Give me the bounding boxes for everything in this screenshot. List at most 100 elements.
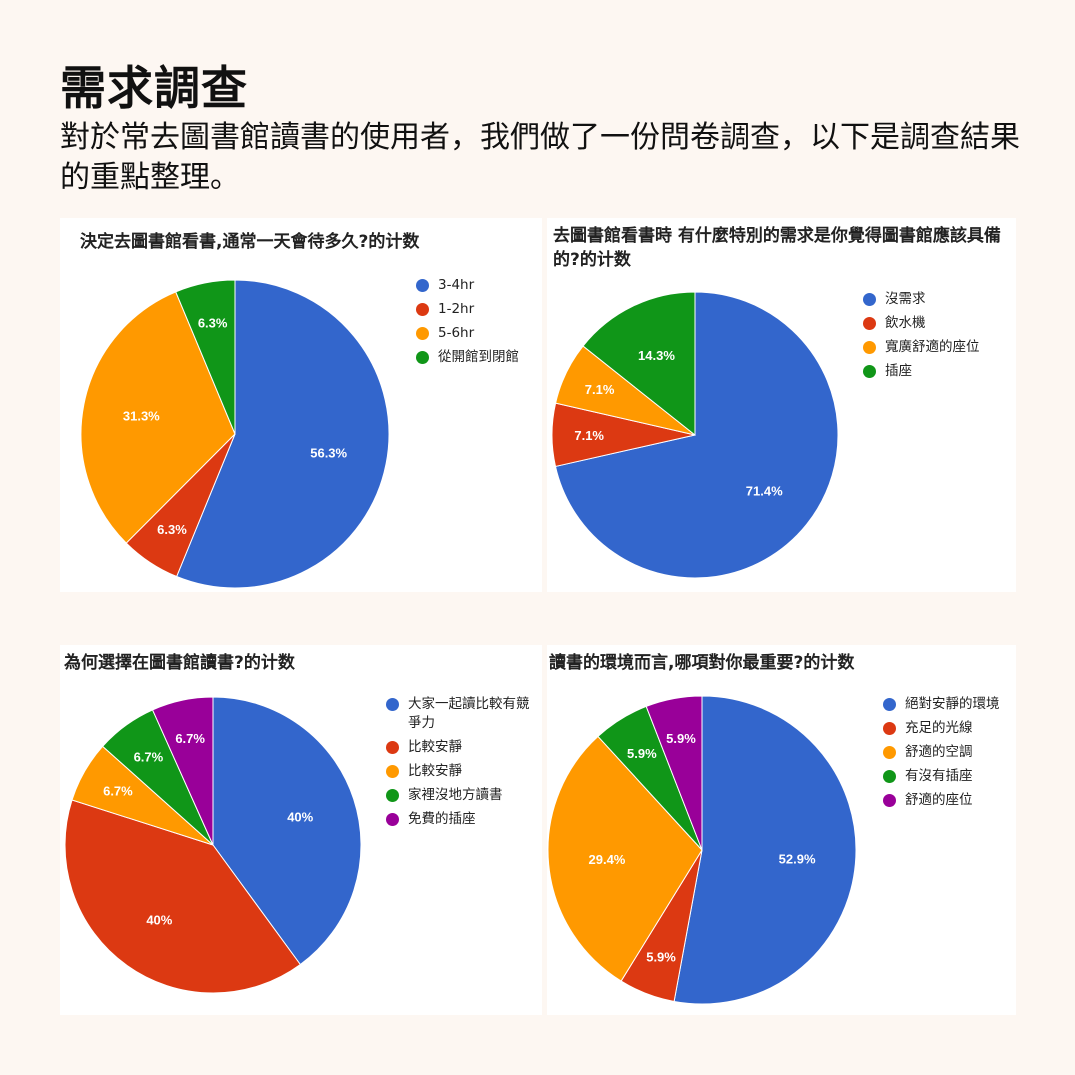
slice-label: 31.3% (123, 409, 160, 424)
chart-title: 為何選擇在圖書館讀書?的计数 (64, 653, 295, 673)
legend-item: 飲水機 (863, 314, 980, 333)
legend-swatch (416, 279, 429, 292)
legend-label: 沒需求 (885, 291, 926, 307)
legend-item: 舒適的空調 (883, 743, 1000, 762)
legend-swatch (883, 794, 896, 807)
chart-panel-library-needs: 去圖書館看書時 有什麼特別的需求是你覺得圖書館應該具備的?的计数 71.4% 7.… (547, 218, 1016, 592)
pie-slice (645, 695, 703, 851)
chart-title: 去圖書館看書時 有什麼特別的需求是你覺得圖書館應該具備的?的计数 (553, 226, 1001, 270)
pie-chart-study-environment: 52.9% 5.9% 29.4% 5.9% 5.9% (547, 695, 857, 1005)
legend-swatch (386, 765, 399, 778)
legend-item: 比較安靜 (386, 762, 536, 781)
pie-slice (547, 735, 703, 982)
slice-label: 14.3% (638, 348, 675, 363)
legend-swatch (416, 327, 429, 340)
legend-label: 絕對安靜的環境 (905, 696, 1000, 712)
legend-item: 沒需求 (863, 290, 980, 309)
slice-label: 5.9% (627, 746, 657, 761)
pie-chart-why-library: 40% 40% 6.7% 6.7% 6.7% (64, 696, 362, 994)
slice-label: 52.9% (779, 852, 816, 867)
pie-slice (80, 291, 236, 544)
legend-label: 免費的插座 (408, 811, 476, 827)
legend-label: 大家一起讀比較有競爭力 (408, 696, 530, 731)
pie-slice (151, 696, 214, 846)
legend-label: 比較安靜 (408, 763, 462, 779)
legend-label: 飲水機 (885, 315, 926, 331)
legend-swatch (386, 813, 399, 826)
chart-panel-why-library: 為何選擇在圖書館讀書?的计数 40% 40% 6.7% 6.7% 6.7% 大家一起讀比… (60, 645, 542, 1015)
slice-label: 6.3% (157, 522, 187, 537)
legend-label: 從開館到閉館 (438, 349, 519, 365)
pie-slice (212, 696, 362, 966)
slice-label: 7.1% (574, 428, 604, 443)
pie-slice (554, 291, 839, 579)
legend-swatch (386, 789, 399, 802)
slice-label: 6.7% (175, 731, 205, 746)
legend-label: 舒適的座位 (905, 792, 973, 808)
legend-swatch (386, 698, 399, 711)
chart-panel-study-environment: 讀書的環境而言,哪項對你最重要?的计数 52.9% 5.9% 29.4% 5.9% 5.… (547, 645, 1016, 1015)
legend-label: 插座 (885, 363, 912, 379)
legend-label: 寬廣舒適的座位 (885, 339, 980, 355)
chart-panel-stay-duration: 決定去圖書館看書,通常一天會待多久?的计数 56.3% 6.3% 31.3% 6.3%… (60, 218, 542, 592)
legend-label: 充足的光線 (905, 720, 973, 736)
legend-label: 有沒有插座 (905, 768, 973, 784)
legend-swatch (883, 746, 896, 759)
legend-item: 家裡沒地方讀書 (386, 786, 536, 805)
legend-item: 大家一起讀比較有競爭力 (386, 695, 536, 733)
legend-item: 有沒有插座 (883, 767, 1000, 786)
legend-swatch (863, 341, 876, 354)
legend-item: 3-4hr (416, 276, 519, 295)
pie-chart-library-needs: 71.4% 7.1% 7.1% 14.3% (551, 291, 839, 579)
legend-item: 比較安靜 (386, 738, 536, 757)
page-title: 需求調查 (60, 61, 248, 115)
pie-slice (175, 279, 236, 435)
legend-item: 舒適的座位 (883, 791, 1000, 810)
legend-swatch (863, 293, 876, 306)
legend-swatch (863, 317, 876, 330)
slice-label: 6.7% (103, 784, 133, 799)
slice-label: 6.7% (134, 750, 164, 765)
legend-item: 5-6hr (416, 324, 519, 343)
legend-label: 5-6hr (438, 325, 475, 341)
page-intro: 對於常去圖書館讀書的使用者，我們做了一份問卷調查，以下是調查結果的重點整理。 (60, 120, 1020, 195)
legend-swatch (416, 303, 429, 316)
legend-swatch (883, 722, 896, 735)
slice-label: 5.9% (666, 731, 696, 746)
legend-label: 3-4hr (438, 277, 475, 293)
legend-swatch (386, 741, 399, 754)
slice-label: 6.3% (198, 315, 228, 330)
pie-slice (175, 279, 390, 589)
legend-swatch (883, 770, 896, 783)
legend-item: 從開館到閉館 (416, 348, 519, 367)
pie-slice (673, 695, 857, 1005)
slice-label: 29.4% (589, 852, 626, 867)
legend-item: 絕對安靜的環境 (883, 695, 1000, 714)
legend-item: 寬廣舒適的座位 (863, 338, 980, 357)
legend: 沒需求 飲水機 寬廣舒適的座位 插座 (863, 290, 980, 386)
slice-label: 71.4% (746, 483, 783, 498)
legend-swatch (416, 351, 429, 364)
legend-item: 插座 (863, 362, 980, 381)
legend-swatch (883, 698, 896, 711)
legend-item: 免費的插座 (386, 810, 536, 829)
slice-label: 40% (287, 810, 313, 825)
legend-item: 充足的光線 (883, 719, 1000, 738)
legend: 絕對安靜的環境 充足的光線 舒適的空調 有沒有插座 舒適的座位 (883, 695, 1000, 815)
legend: 大家一起讀比較有競爭力 比較安靜 比較安靜 家裡沒地方讀書 免費的插座 (386, 695, 536, 834)
slice-label: 7.1% (585, 382, 615, 397)
legend-label: 比較安靜 (408, 739, 462, 755)
legend-swatch (863, 365, 876, 378)
slice-label: 40% (146, 912, 172, 927)
legend-label: 舒適的空調 (905, 744, 973, 760)
legend: 3-4hr 1-2hr 5-6hr 從開館到閉館 (416, 276, 519, 372)
pie-chart-stay-duration: 56.3% 6.3% 31.3% 6.3% (80, 279, 390, 589)
pie-slice (64, 799, 301, 994)
slice-label: 56.3% (310, 445, 347, 460)
slice-label: 5.9% (646, 949, 676, 964)
pie-slice (582, 291, 696, 437)
legend-label: 1-2hr (438, 301, 475, 317)
chart-title: 決定去圖書館看書,通常一天會待多久?的计数 (80, 232, 420, 252)
legend-item: 1-2hr (416, 300, 519, 319)
chart-title: 讀書的環境而言,哪項對你最重要?的计数 (549, 653, 855, 673)
